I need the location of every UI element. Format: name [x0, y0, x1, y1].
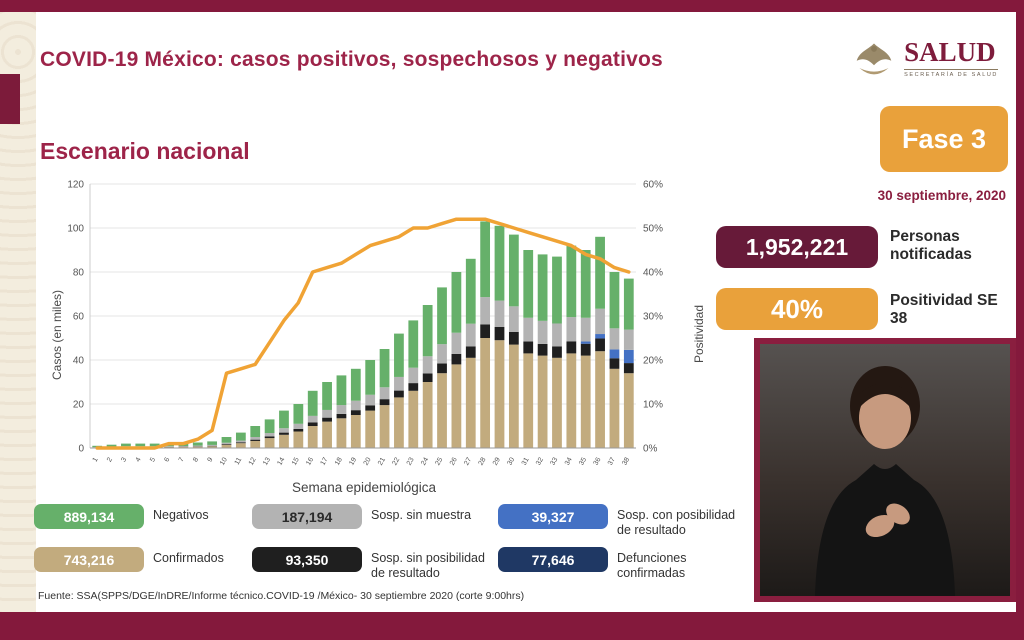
svg-text:3: 3: [120, 456, 128, 463]
svg-text:24: 24: [420, 456, 430, 466]
y-axis-label: Casos (en miles): [50, 289, 64, 381]
svg-text:31: 31: [521, 456, 531, 466]
legend-value-defunciones: 77,646: [498, 547, 608, 572]
frame-bottom-bar: [0, 612, 1024, 640]
svg-text:8: 8: [192, 456, 200, 463]
svg-text:36: 36: [593, 456, 603, 466]
svg-text:80: 80: [73, 268, 85, 279]
legend-item-sosp-con-posibilidad: 39,327 Sosp. con posibilidad de resultad…: [498, 504, 748, 538]
x-axis-label: Semana epidemiológica: [291, 480, 437, 495]
legend-label-confirmados: Confirmados: [153, 551, 224, 565]
svg-text:21: 21: [377, 456, 387, 466]
salud-logo-text: SALUD SECRETARÍA DE SALUD: [904, 36, 998, 78]
svg-text:120: 120: [67, 180, 84, 191]
svg-text:20%: 20%: [643, 356, 663, 367]
svg-text:7: 7: [178, 456, 186, 463]
source-line: Fuente: SSA(SPPS/DGE/InDRE/Informe técni…: [38, 590, 525, 602]
svg-text:2: 2: [106, 456, 114, 463]
svg-text:17: 17: [320, 456, 330, 466]
svg-text:0%: 0%: [643, 444, 658, 455]
legend-label-sosp-con-posibilidad: Sosp. con posibilidad de resultado: [617, 508, 736, 537]
svg-text:35: 35: [578, 456, 588, 466]
legend-item-sosp-sin-posibilidad: 93,350 Sosp. sin posibilidad de resultad…: [252, 547, 498, 581]
svg-text:60: 60: [73, 312, 85, 323]
legend-item-defunciones: 77,646 Defunciones confirmadas: [498, 547, 748, 581]
legend-label-defunciones: Defunciones confirmadas: [617, 551, 687, 580]
svg-text:30: 30: [506, 456, 516, 466]
svg-text:60%: 60%: [643, 180, 663, 191]
legend: 889,134 Negativos 187,194 Sosp. sin mues…: [34, 504, 748, 581]
svg-text:26: 26: [449, 456, 459, 466]
frame-top-bar: [0, 0, 1024, 12]
legend-value-sosp-sin-muestra: 187,194: [252, 504, 362, 529]
svg-text:10%: 10%: [643, 400, 663, 411]
salud-logo: SALUD SECRETARÍA DE SALUD: [852, 38, 998, 78]
svg-text:20: 20: [363, 456, 373, 466]
legend-value-sosp-sin-posibilidad: 93,350: [252, 547, 362, 572]
legend-value-negativos: 889,134: [34, 504, 144, 529]
svg-text:28: 28: [478, 456, 488, 466]
salud-subtitle: SECRETARÍA DE SALUD: [904, 68, 998, 78]
svg-text:0: 0: [78, 444, 84, 455]
svg-text:6: 6: [163, 456, 171, 463]
interpreter-silhouette: [815, 366, 955, 596]
svg-text:20: 20: [73, 400, 85, 411]
svg-text:1: 1: [92, 456, 100, 463]
svg-text:40: 40: [73, 356, 85, 367]
phase-badge: Fase 3: [880, 106, 1008, 172]
svg-text:38: 38: [621, 456, 631, 466]
svg-text:25: 25: [434, 456, 444, 466]
svg-text:100: 100: [67, 224, 84, 235]
svg-text:13: 13: [262, 456, 272, 466]
slide: COVID-19 México: casos positivos, sospec…: [0, 12, 1016, 612]
svg-text:14: 14: [276, 456, 286, 466]
legend-item-negativos: 889,134 Negativos: [34, 504, 252, 538]
svg-text:16: 16: [305, 456, 315, 466]
svg-text:4: 4: [135, 456, 143, 463]
legend-label-sosp-sin-posibilidad: Sosp. sin posibilidad de resultado: [371, 551, 485, 580]
section-title: Escenario nacional: [40, 138, 250, 164]
svg-text:29: 29: [492, 456, 502, 466]
page-title: COVID-19 México: casos positivos, sospec…: [40, 48, 663, 71]
legend-label-sosp-sin-muestra: Sosp. sin muestra: [371, 508, 472, 522]
svg-text:37: 37: [607, 456, 617, 466]
svg-text:15: 15: [291, 456, 301, 466]
svg-text:27: 27: [463, 456, 473, 466]
notified-count-badge: 1,952,221: [716, 226, 878, 268]
chart-area: 0 20 40 60 80 100 120 0% 10% 20% 30% 40% 50% 60% 1 2 3 4 5…: [46, 170, 686, 492]
svg-text:11: 11: [234, 456, 244, 466]
legend-value-confirmados: 743,216: [34, 547, 144, 572]
svg-text:18: 18: [334, 456, 344, 466]
legend-label-negativos: Negativos: [153, 508, 209, 522]
svg-text:19: 19: [348, 456, 358, 466]
svg-text:30%: 30%: [643, 312, 663, 323]
svg-text:33: 33: [549, 456, 559, 466]
eagle-emblem-icon: [856, 43, 892, 75]
positivity-label: Positividad SE 38: [890, 292, 998, 327]
svg-text:22: 22: [391, 456, 401, 466]
svg-text:40%: 40%: [643, 268, 663, 279]
report-date: 30 septiembre, 2020: [877, 188, 1006, 203]
legend-item-sosp-sin-muestra: 187,194 Sosp. sin muestra: [252, 504, 498, 538]
legend-item-confirmados: 743,216 Confirmados: [34, 547, 252, 581]
svg-text:34: 34: [564, 456, 574, 466]
positivity-badge: 40%: [716, 288, 878, 330]
y2-axis-label: Positividad: [692, 304, 706, 364]
svg-text:32: 32: [535, 456, 545, 466]
svg-text:23: 23: [406, 456, 416, 466]
accent-bar: [0, 74, 20, 124]
legend-value-sosp-con-posibilidad: 39,327: [498, 504, 608, 529]
svg-text:5: 5: [149, 456, 157, 463]
sign-language-interpreter-video: [754, 338, 1016, 602]
salud-wordmark: SALUD: [904, 36, 996, 67]
svg-text:10: 10: [219, 456, 229, 466]
svg-text:50%: 50%: [643, 224, 663, 235]
svg-text:9: 9: [207, 456, 215, 463]
notified-count-label: Personas notificadas: [890, 228, 972, 263]
svg-text:12: 12: [248, 456, 258, 466]
